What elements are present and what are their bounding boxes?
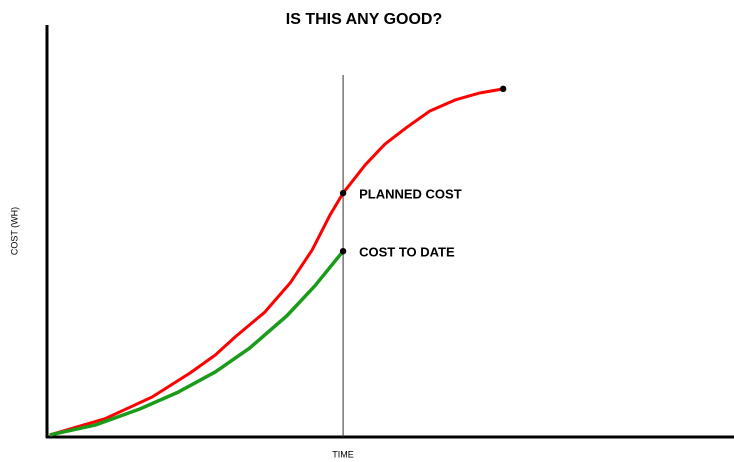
point-dot	[499, 85, 507, 93]
point-dot	[339, 247, 347, 255]
chart-title: IS THIS ANY GOOD?	[286, 11, 442, 28]
series-line	[49, 250, 345, 437]
series-line	[49, 87, 504, 437]
series-label: PLANNED COST	[359, 187, 462, 202]
y-axis-label: COST (WH)	[9, 207, 19, 255]
point-dot	[339, 189, 347, 197]
x-axis-label: TIME	[332, 449, 354, 459]
series-label: COST TO DATE	[359, 245, 455, 260]
